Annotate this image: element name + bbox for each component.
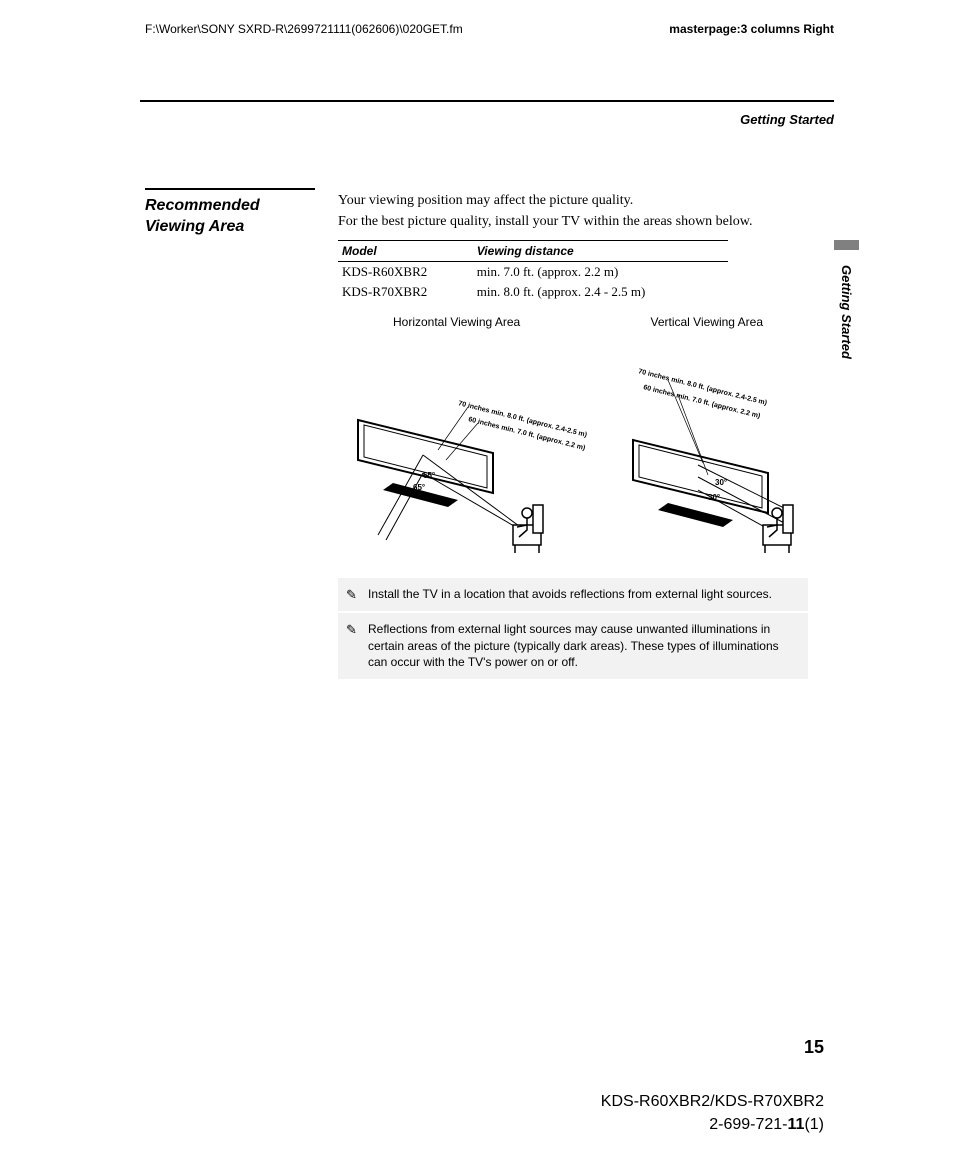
pencil-icon: ✎ bbox=[346, 621, 357, 639]
table-header-distance: Viewing distance bbox=[473, 241, 728, 262]
intro-line-2: For the best picture quality, install yo… bbox=[338, 214, 752, 229]
svg-text:65°: 65° bbox=[423, 471, 435, 480]
note-item: ✎ Reflections from external light source… bbox=[338, 613, 808, 679]
footer-docnum-pre: 2-699-721- bbox=[709, 1116, 787, 1133]
footer: KDS-R60XBR2/KDS-R70XBR2 2-699-721-11(1) bbox=[0, 1091, 824, 1136]
file-path: F:\Worker\SONY SXRD-R\2699721111(062606)… bbox=[145, 22, 463, 36]
horizontal-area-label: Horizontal Viewing Area bbox=[393, 315, 520, 329]
pencil-icon: ✎ bbox=[346, 586, 357, 604]
page-number: 15 bbox=[804, 1037, 824, 1058]
footer-models: KDS-R60XBR2/KDS-R70XBR2 bbox=[601, 1093, 824, 1110]
table-row: KDS-R70XBR2 min. 8.0 ft. (approx. 2.4 - … bbox=[338, 282, 728, 302]
note-text: Reflections from external light sources … bbox=[368, 622, 779, 670]
header-rule bbox=[140, 100, 834, 102]
svg-text:30°: 30° bbox=[715, 478, 727, 487]
viewing-area-diagram: 65° 65° 70 inches min. 8.0 ft. (approx. … bbox=[338, 345, 808, 570]
intro-text: Your viewing position may affect the pic… bbox=[338, 190, 808, 232]
note-item: ✎ Install the TV in a location that avoi… bbox=[338, 578, 808, 611]
side-section-label: Getting Started bbox=[839, 265, 854, 359]
intro-line-1: Your viewing position may affect the pic… bbox=[338, 193, 633, 208]
model-cell: KDS-R60XBR2 bbox=[338, 262, 473, 283]
notes-section: ✎ Install the TV in a location that avoi… bbox=[338, 578, 808, 681]
svg-text:30°: 30° bbox=[708, 493, 720, 502]
section-heading: Getting Started bbox=[740, 112, 834, 127]
viewing-distance-table: Model Viewing distance KDS-R60XBR2 min. … bbox=[338, 240, 728, 302]
distance-cell: min. 7.0 ft. (approx. 2.2 m) bbox=[473, 262, 728, 283]
masterpage-label: masterpage:3 columns Right bbox=[669, 22, 834, 36]
table-header-model: Model bbox=[338, 241, 473, 262]
side-tab-marker bbox=[834, 240, 859, 250]
svg-text:65°: 65° bbox=[413, 483, 425, 492]
vertical-area-label: Vertical Viewing Area bbox=[650, 315, 763, 329]
diagram-headers: Horizontal Viewing Area Vertical Viewing… bbox=[338, 315, 808, 329]
footer-docnum-post: (1) bbox=[804, 1116, 824, 1133]
note-text: Install the TV in a location that avoids… bbox=[368, 587, 772, 601]
page-title: Recommended Viewing Area bbox=[145, 188, 315, 238]
model-cell: KDS-R70XBR2 bbox=[338, 282, 473, 302]
footer-docnum-bold: 11 bbox=[788, 1116, 805, 1133]
table-row: KDS-R60XBR2 min. 7.0 ft. (approx. 2.2 m) bbox=[338, 262, 728, 283]
distance-cell: min. 8.0 ft. (approx. 2.4 - 2.5 m) bbox=[473, 282, 728, 302]
